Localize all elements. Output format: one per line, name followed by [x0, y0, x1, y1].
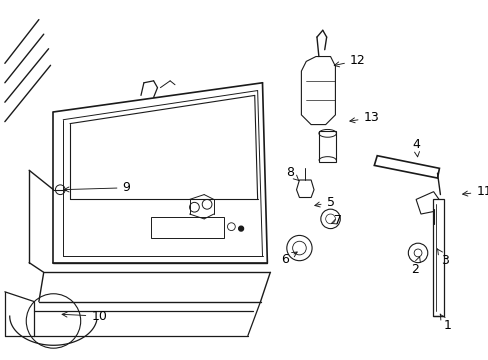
Text: 1: 1 [439, 314, 450, 332]
Text: 3: 3 [437, 249, 448, 267]
Text: 11: 11 [462, 185, 488, 198]
Text: 5: 5 [314, 196, 334, 209]
Circle shape [238, 226, 243, 231]
Text: 4: 4 [411, 138, 419, 157]
Text: 13: 13 [349, 111, 379, 124]
Text: 8: 8 [285, 166, 298, 180]
Text: 9: 9 [64, 181, 130, 194]
Text: 6: 6 [280, 252, 297, 266]
Text: 10: 10 [62, 310, 107, 323]
Text: 12: 12 [334, 54, 365, 67]
FancyBboxPatch shape [432, 199, 444, 316]
FancyBboxPatch shape [318, 131, 336, 162]
FancyBboxPatch shape [150, 217, 223, 238]
Text: 7: 7 [330, 214, 342, 227]
Text: 2: 2 [410, 257, 420, 276]
